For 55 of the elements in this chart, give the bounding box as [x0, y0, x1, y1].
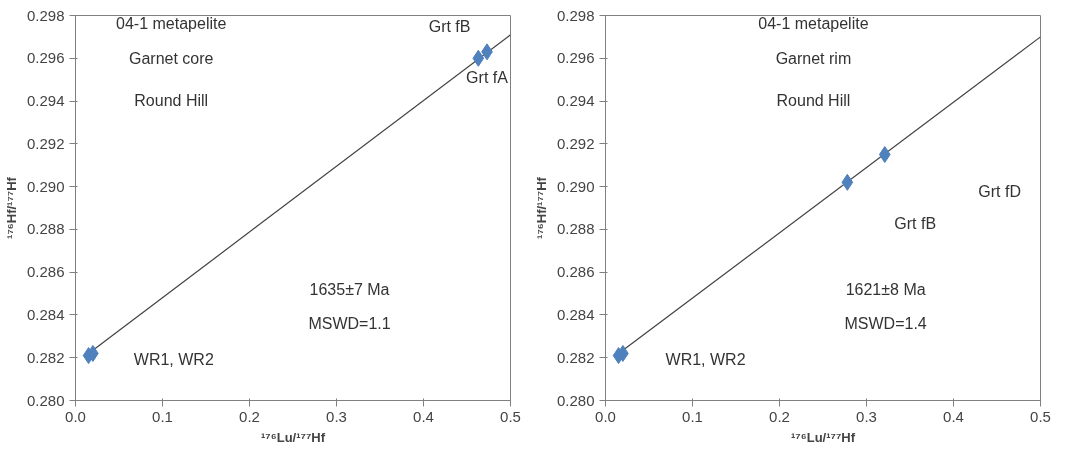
annotation: Garnet rim: [775, 49, 852, 67]
annotation: Round Hill: [134, 92, 209, 110]
y-tick-label: 0.294: [26, 92, 65, 110]
annotation: 04-1 metapelite: [758, 15, 869, 33]
x-tick-label: 0.4: [413, 407, 434, 425]
y-tick-label: 0.286: [556, 263, 595, 281]
x-tick-label: 0.4: [943, 407, 964, 425]
y-tick-label: 0.280: [556, 391, 595, 409]
x-axis-title: ¹⁷⁶Lu/¹⁷⁷Hf: [791, 429, 856, 445]
x-axis-title: ¹⁷⁶Lu/¹⁷⁷Hf: [261, 429, 326, 445]
x-tick-label: 0.3: [326, 407, 347, 425]
y-tick-label: 0.282: [26, 348, 65, 366]
x-tick-label: 0.5: [1030, 407, 1051, 425]
annotation: Grt fA: [466, 68, 509, 86]
y-tick-label: 0.284: [26, 305, 65, 323]
annotation: Round Hill: [776, 92, 851, 110]
annotation: MSWD=1.4: [844, 315, 927, 332]
x-tick-label: 0.0: [595, 407, 616, 425]
y-tick-label: 0.290: [556, 177, 595, 195]
x-tick-label: 0.3: [856, 407, 877, 425]
y-tick-label: 0.296: [26, 49, 65, 67]
point: [472, 49, 485, 67]
x-tick-label: 0.1: [682, 407, 703, 425]
x-tick-label: 0.1: [152, 407, 173, 425]
annotation: WR1, WR2: [665, 351, 746, 369]
y-tick-label: 0.288: [26, 220, 65, 238]
y-tick-label: 0.298: [26, 6, 65, 24]
y-axis-title: ¹⁷⁶Hf/¹⁷⁷Hf: [533, 176, 549, 239]
annotation: 1635±7 Ma: [309, 280, 390, 298]
y-tick-label: 0.286: [26, 263, 65, 281]
y-tick-label: 0.282: [556, 348, 595, 366]
point: [878, 146, 891, 164]
y-tick-label: 0.288: [556, 220, 595, 238]
annotation: MSWD=1.1: [308, 315, 391, 332]
y-axis-title: ¹⁷⁶Hf/¹⁷⁷Hf: [3, 176, 19, 239]
annotation: Garnet core: [128, 49, 214, 67]
point: [841, 173, 854, 191]
y-tick-label: 0.294: [556, 92, 595, 110]
y-tick-label: 0.292: [26, 134, 65, 152]
annotation: Grt fB: [428, 17, 471, 35]
annotation: 04-1 metapelite: [116, 15, 227, 33]
annotation: Grt fD: [978, 182, 1021, 200]
y-tick-label: 0.296: [556, 49, 595, 67]
y-tick-label: 0.284: [556, 305, 595, 323]
y-tick-label: 0.290: [26, 177, 65, 195]
x-tick-label: 0.2: [769, 407, 790, 425]
annotation: WR1, WR2: [133, 351, 214, 369]
y-tick-label: 0.292: [556, 134, 595, 152]
annotation: 1621±8 Ma: [845, 280, 926, 298]
y-tick-label: 0.280: [26, 391, 65, 409]
annotation: Grt fB: [894, 214, 937, 232]
x-tick-label: 0.5: [500, 407, 521, 425]
y-tick-label: 0.298: [556, 6, 595, 24]
x-tick-label: 0.2: [239, 407, 260, 425]
x-tick-label: 0.0: [65, 407, 86, 425]
